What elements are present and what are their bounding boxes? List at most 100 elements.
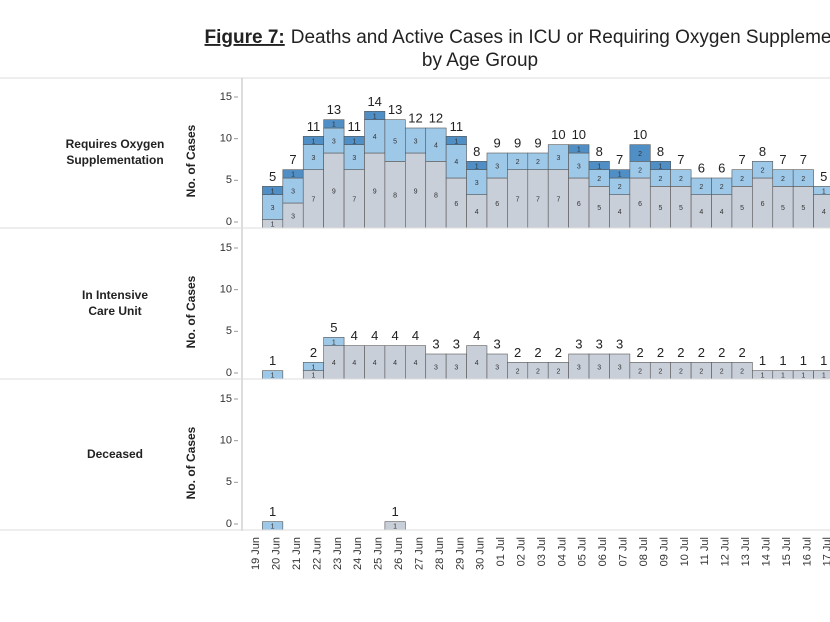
segment-label: 1 xyxy=(332,122,336,129)
y-tick-label: 0 xyxy=(226,518,232,530)
segment-label: 4 xyxy=(332,360,336,367)
x-tick-label: 29 Jun xyxy=(454,537,466,570)
bar-segment xyxy=(813,186,830,195)
segment-label: 7 xyxy=(556,197,560,204)
total-label: 2 xyxy=(555,345,562,360)
segment-label: 2 xyxy=(659,369,663,376)
segment-label: 6 xyxy=(495,201,499,208)
segment-label: 2 xyxy=(761,168,765,175)
y-axis-label: No. of Cases xyxy=(184,426,198,499)
segment-label: 2 xyxy=(638,151,642,158)
segment-label: 1 xyxy=(332,339,336,346)
total-label: 9 xyxy=(534,135,541,150)
y-axis-label: No. of Cases xyxy=(184,275,198,348)
segment-label: 9 xyxy=(373,188,377,195)
total-label: 11 xyxy=(348,119,362,134)
segment-label: 5 xyxy=(393,138,397,145)
segment-label: 5 xyxy=(801,205,805,212)
y-tick-label: 5 xyxy=(226,476,232,488)
segment-label: 1 xyxy=(373,113,377,120)
bar-segment xyxy=(649,161,671,170)
segment-label: 1 xyxy=(781,373,785,380)
segment-label: 1 xyxy=(352,138,356,145)
x-tick-label: 12 Jul xyxy=(720,537,732,566)
total-label: 7 xyxy=(616,152,623,167)
total-label: 10 xyxy=(551,127,565,142)
panel-label: In Intensive Care Unit xyxy=(82,288,148,318)
y-tick-label: 15 xyxy=(220,91,232,103)
segment-label: 9 xyxy=(414,188,418,195)
segment-label: 1 xyxy=(597,163,601,170)
total-label: 3 xyxy=(596,336,603,351)
chart-title: Deaths and Active Cases in ICU or Requir… xyxy=(291,27,830,48)
segment-label: 5 xyxy=(679,205,683,212)
total-label: 8 xyxy=(596,144,603,159)
segment-label: 2 xyxy=(618,184,622,191)
y-tick-label: 15 xyxy=(220,242,232,254)
x-tick-label: 15 Jul xyxy=(781,537,793,566)
segment-label: 3 xyxy=(556,155,560,162)
segment-label: 3 xyxy=(454,364,458,371)
x-tick-label: 08 Jul xyxy=(638,537,650,566)
total-label: 6 xyxy=(698,160,705,175)
bar-segment xyxy=(629,144,651,162)
segment-label: 4 xyxy=(475,209,479,216)
x-tick-label: 28 Jun xyxy=(434,537,446,570)
total-label: 2 xyxy=(636,345,643,360)
bar-segment xyxy=(364,111,386,120)
segment-label: 3 xyxy=(332,138,336,145)
total-label: 9 xyxy=(514,135,521,150)
x-tick-label: 21 Jun xyxy=(291,537,303,570)
y-tick-label: 5 xyxy=(226,325,232,337)
total-label: 2 xyxy=(739,345,746,360)
total-label: 5 xyxy=(269,169,276,184)
segment-label: 2 xyxy=(638,168,642,175)
y-axis-label: No. of Cases xyxy=(184,124,198,197)
segment-label: 3 xyxy=(291,213,295,220)
total-label: 7 xyxy=(739,152,746,167)
bar-segment xyxy=(588,161,610,170)
segment-label: 3 xyxy=(352,155,356,162)
segment-label: 1 xyxy=(291,172,295,179)
segment-label: 8 xyxy=(393,193,397,200)
total-label: 11 xyxy=(450,119,464,134)
total-label: 7 xyxy=(677,152,684,167)
segment-label: 4 xyxy=(414,360,418,367)
segment-label: 1 xyxy=(271,524,275,531)
segment-label: 7 xyxy=(536,197,540,204)
total-label: 12 xyxy=(429,110,443,125)
x-tick-label: 06 Jul xyxy=(597,537,609,566)
total-label: 2 xyxy=(718,345,725,360)
segment-label: 4 xyxy=(475,360,479,367)
segment-label: 2 xyxy=(740,369,744,376)
total-label: 4 xyxy=(473,328,480,343)
x-tick-label: 01 Jul xyxy=(495,537,507,566)
segment-label: 2 xyxy=(699,369,703,376)
x-tick-label: 20 Jun xyxy=(271,537,283,570)
x-tick-label: 30 Jun xyxy=(475,537,487,570)
total-label: 4 xyxy=(412,328,419,343)
segment-label: 1 xyxy=(311,364,315,371)
total-label: 1 xyxy=(800,353,807,368)
segment-label: 3 xyxy=(311,155,315,162)
bar-segment xyxy=(792,169,814,187)
segment-label: 6 xyxy=(454,201,458,208)
total-label: 7 xyxy=(779,152,786,167)
segment-label: 7 xyxy=(311,197,315,204)
x-tick-label: 24 Jun xyxy=(352,537,364,570)
segment-label: 4 xyxy=(822,209,826,216)
total-label: 13 xyxy=(327,102,341,117)
y-tick-label: 5 xyxy=(226,174,232,186)
chart-title-line: Figure 7: Deaths and Active Cases in ICU … xyxy=(205,27,830,48)
bar-segment xyxy=(568,144,590,154)
segment-label: 1 xyxy=(311,138,315,145)
segment-label: 4 xyxy=(373,134,377,141)
segment-label: 5 xyxy=(659,205,663,212)
segment-label: 2 xyxy=(536,369,540,376)
total-label: 4 xyxy=(351,328,358,343)
segment-label: 6 xyxy=(638,201,642,208)
segment-label: 3 xyxy=(495,364,499,371)
x-tick-label: 22 Jun xyxy=(311,537,323,570)
total-label: 10 xyxy=(633,127,647,142)
segment-label: 2 xyxy=(516,369,520,376)
